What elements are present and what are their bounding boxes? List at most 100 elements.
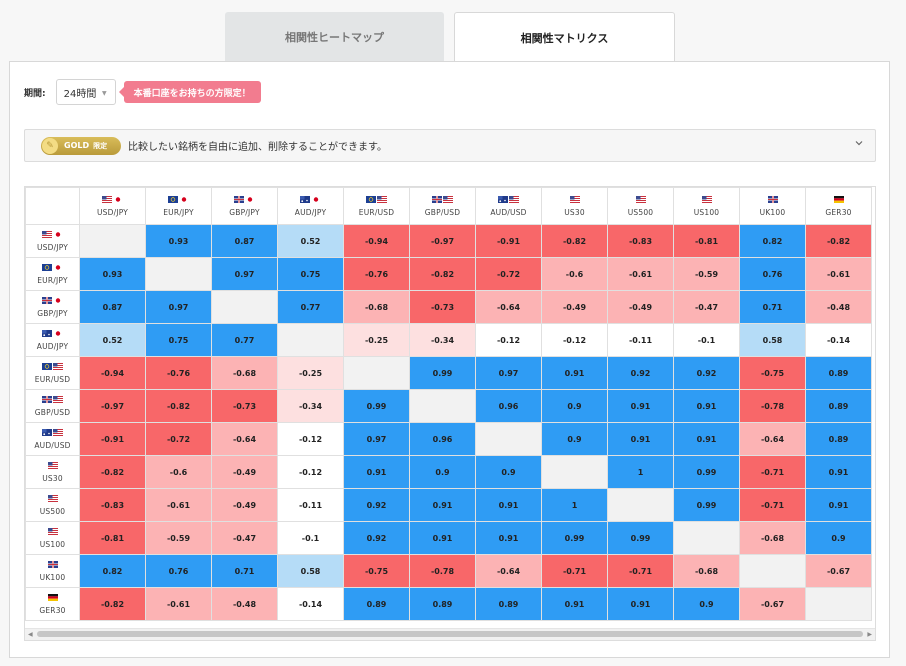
de-flag-icon [833,195,844,203]
column-header: US500 [607,187,674,225]
correlation-cell: -0.61 [145,587,212,621]
correlation-cell: -0.97 [409,224,476,258]
symbol-header: US30 [542,195,607,217]
jp-flag-icon [53,296,63,304]
symbol-label: AUD/JPY [294,208,327,217]
table-row: EUR/JPY 0.93 0.97 0.75 -0.76 -0.82 -0.72 -0.6 -0… [25,257,872,291]
correlation-cell: -0.25 [277,356,344,390]
correlation-cell: 0.92 [343,521,410,555]
symbol-header: GBP/USD [26,395,79,417]
correlation-cell: 0.91 [541,587,608,621]
row-header: EUR/JPY [25,257,80,291]
period-select[interactable]: 24時間 ▼ [55,79,116,105]
correlation-cell: 0.96 [475,389,542,423]
correlation-cell: -0.76 [145,356,212,390]
row-header: AUD/JPY [25,323,80,357]
correlation-cell: -0.61 [145,488,212,522]
correlation-cell: 0.82 [739,224,806,258]
correlation-cell: 0.99 [607,521,674,555]
correlation-cell: 0.77 [211,323,278,357]
correlation-cell: -0.12 [277,422,344,456]
us-flag-icon [509,195,519,203]
correlation-cell: 0.99 [673,455,740,489]
correlation-cell: 0.99 [673,488,740,522]
flag-group [366,195,387,203]
flag-group [701,195,712,203]
us-flag-icon [701,195,712,203]
row-header: US500 [25,488,80,522]
flag-group [47,527,58,535]
correlation-cell: -0.59 [145,521,212,555]
jp-flag-icon [113,195,123,203]
correlation-cell: -0.1 [277,521,344,555]
flag-group [42,428,63,436]
correlation-cell: -0.68 [211,356,278,390]
correlation-cell: -0.34 [277,389,344,423]
correlation-cell: 0.89 [409,587,476,621]
column-header: USD/JPY [79,187,146,225]
chevron-down-icon[interactable] [855,139,863,147]
symbol-header: AUD/USD [26,428,79,450]
correlation-cell: 0.9 [541,389,608,423]
live-account-notice: 本番口座をお持ちの方限定！ [118,81,261,103]
gold-badge: ✎ GOLD 限定 [41,136,121,155]
correlation-cell: 0.89 [343,587,410,621]
correlation-cell: -0.82 [805,224,872,258]
symbol-header: US100 [674,195,739,217]
correlation-cell: 0.91 [607,587,674,621]
correlation-cell: 0.9 [475,455,542,489]
correlation-cell: 0.91 [673,389,740,423]
row-header: AUD/USD [25,422,80,456]
diagonal-cell [409,389,476,423]
diagonal-cell [277,323,344,357]
tab-matrix[interactable]: 相関性マトリクス [454,12,675,62]
correlation-cell: 0.52 [79,323,146,357]
correlation-cell: -0.71 [739,455,806,489]
correlation-cell: 0.9 [673,587,740,621]
gold-feature-bar[interactable]: ✎ GOLD 限定 比較したい銘柄を自由に追加、削除することができます。 [24,129,876,162]
tab-heatmap[interactable]: 相関性ヒートマップ [225,12,444,61]
us-flag-icon [47,527,58,535]
table-row: GBP/USD -0.97 -0.82 -0.73 -0.34 0.99 0.96 0.9 0.… [25,389,872,423]
row-header: GER30 [25,587,80,621]
gb-flag-icon [234,195,244,203]
correlation-cell: -0.34 [409,323,476,357]
correlation-cell: -0.71 [739,488,806,522]
correlation-cell: -0.59 [673,257,740,291]
correlation-cell: -0.82 [79,587,146,621]
jp-flag-icon [311,195,321,203]
gb-flag-icon [42,296,52,304]
gold-feature-text: 比較したい銘柄を自由に追加、削除することができます。 [128,142,387,153]
correlation-cell: 0.91 [607,389,674,423]
scrollbar-thumb[interactable] [37,631,863,637]
correlation-cell: 0.87 [211,224,278,258]
correlation-cell: 0.89 [805,422,872,456]
symbol-label: AUD/USD [490,208,527,217]
correlation-cell: -0.47 [673,290,740,324]
table-row: GER30 -0.82 -0.61 -0.48 -0.14 0.89 0.89 0.89 0.9… [25,587,872,621]
correlation-cell: -0.81 [673,224,740,258]
correlation-cell: 0.75 [145,323,212,357]
symbol-label: EUR/USD [34,375,71,384]
correlation-cell: 0.91 [475,521,542,555]
correlation-cell: -0.12 [541,323,608,357]
symbol-label: EUR/USD [358,208,395,217]
horizontal-scrollbar[interactable]: ◀ ▶ [25,628,875,640]
scroll-right-icon[interactable]: ▶ [867,631,872,638]
jp-flag-icon [179,195,189,203]
correlation-cell: -0.91 [475,224,542,258]
us-flag-icon [53,362,63,370]
scroll-left-icon[interactable]: ◀ [28,631,33,638]
correlation-cell: -0.75 [343,554,410,588]
symbol-header: GER30 [806,195,871,217]
correlation-cell: -0.49 [607,290,674,324]
symbol-header: AUD/JPY [278,195,343,217]
symbol-header: EUR/JPY [146,195,211,217]
diagonal-cell [673,521,740,555]
correlation-cell: 0.99 [541,521,608,555]
symbol-label: GBP/JPY [37,309,68,318]
correlation-cell: 0.58 [277,554,344,588]
us-flag-icon [53,428,63,436]
correlation-cell: 0.91 [805,488,872,522]
correlation-cell: -0.12 [277,455,344,489]
